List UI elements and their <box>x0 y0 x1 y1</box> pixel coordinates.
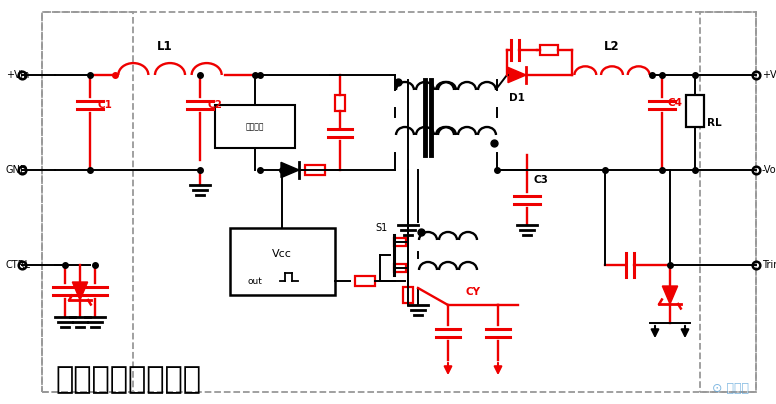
Text: GND: GND <box>6 165 29 175</box>
Bar <box>230 228 335 295</box>
Bar <box>355 276 375 286</box>
Text: L1: L1 <box>158 40 173 53</box>
Polygon shape <box>508 67 526 83</box>
Text: +Vin: +Vin <box>6 70 29 80</box>
Bar <box>394 264 406 272</box>
Polygon shape <box>663 286 677 304</box>
Text: C3: C3 <box>533 175 548 185</box>
Text: C2: C2 <box>207 100 222 110</box>
Polygon shape <box>72 282 88 300</box>
Text: S1: S1 <box>375 223 387 233</box>
Bar <box>305 165 325 175</box>
Bar <box>335 95 345 111</box>
Bar <box>215 105 295 148</box>
Bar <box>686 95 704 127</box>
Text: CY: CY <box>466 287 480 297</box>
Text: C4: C4 <box>667 98 682 108</box>
Bar <box>42 12 133 392</box>
Bar <box>700 12 756 392</box>
Text: 启动电路: 启动电路 <box>246 122 265 131</box>
Bar <box>403 287 413 303</box>
Text: -Vo: -Vo <box>762 165 776 175</box>
Text: CTRL: CTRL <box>6 260 31 270</box>
Bar <box>394 238 406 246</box>
Polygon shape <box>281 162 299 178</box>
Text: C1: C1 <box>97 100 112 110</box>
Bar <box>540 45 558 55</box>
Text: L2: L2 <box>605 40 620 53</box>
Text: +Vo: +Vo <box>762 70 776 80</box>
Text: 产品内部简单电路: 产品内部简单电路 <box>55 366 201 394</box>
Text: ⊙ 日月辰: ⊙ 日月辰 <box>712 381 749 394</box>
Text: Trim: Trim <box>762 260 776 270</box>
Text: Vcc: Vcc <box>272 249 292 259</box>
Text: out: out <box>248 276 263 286</box>
Text: D1: D1 <box>509 93 525 103</box>
Text: RL: RL <box>707 118 722 128</box>
